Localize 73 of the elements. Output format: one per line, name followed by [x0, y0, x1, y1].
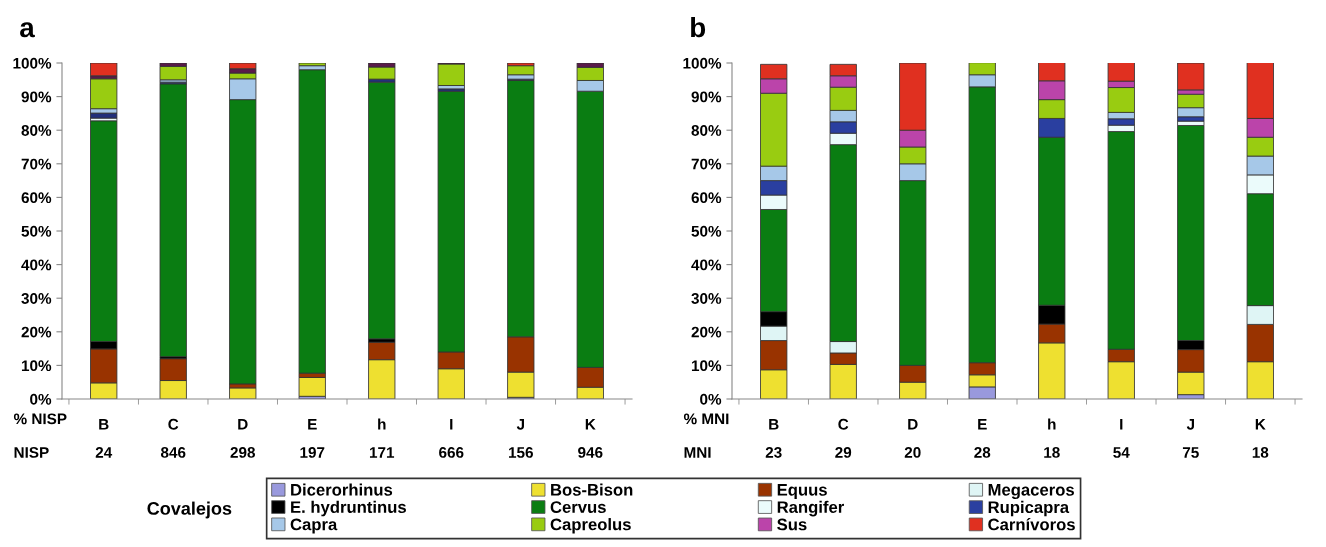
legend-label: Dicerorhinus: [291, 483, 393, 496]
text: 75: [1182, 447, 1199, 458]
legend-label: Capreolus: [550, 518, 631, 534]
text: 18: [1252, 447, 1269, 458]
y-tick-label: 30%: [21, 293, 52, 304]
y-tick-label: 70%: [691, 158, 722, 170]
y-tick-label: 20%: [21, 326, 52, 338]
y-tick-label: 80%: [691, 125, 722, 136]
text: 54: [1113, 447, 1130, 458]
text: 29: [835, 447, 852, 458]
text: 197: [300, 447, 325, 458]
text: 156: [509, 447, 533, 458]
text: 846: [160, 447, 186, 458]
legend-label: Megaceros: [988, 484, 1074, 500]
x-tick-label: K: [1255, 419, 1266, 430]
x-tick-label: E: [308, 419, 317, 430]
y-tick-label: 40%: [691, 259, 722, 271]
legend-label: Carnívoros: [988, 517, 1075, 531]
x-tick-label: C: [168, 418, 179, 430]
y-tick-label: 30%: [691, 293, 722, 304]
text: MNI: [684, 447, 711, 458]
text: 20: [904, 447, 921, 458]
y-tick-label: 100%: [683, 57, 722, 69]
x-tick-label: h: [378, 418, 386, 430]
legend-label: Cervus: [550, 501, 606, 514]
y-tick-label: 70%: [21, 158, 52, 170]
x-tick-label: h: [1048, 418, 1056, 430]
y-tick-label: 60%: [691, 192, 722, 204]
y-tick-label: 0%: [30, 393, 52, 405]
text: 298: [230, 447, 256, 458]
y-tick-label: 60%: [21, 192, 52, 204]
legend-label: Sus: [777, 518, 807, 531]
legend-label: Capra: [290, 518, 338, 534]
legend-label: Bos-Bison: [551, 483, 633, 496]
y-tick-label: 20%: [691, 326, 722, 338]
x-tick-label: I: [450, 419, 453, 430]
x-tick-label: B: [769, 419, 779, 430]
chart-title: a: [20, 22, 35, 38]
legend-label: Rangifer: [777, 500, 844, 517]
y-tick-label: 0%: [700, 393, 722, 405]
chart-title: b: [691, 16, 706, 38]
x-tick-label: J: [516, 419, 524, 430]
x-tick-label: C: [838, 418, 849, 430]
x-tick-label: E: [978, 419, 987, 430]
legend-label: E. hydruntinus: [291, 500, 406, 517]
x-axis-title: % MNI: [683, 413, 729, 425]
x-tick-label: D: [908, 419, 918, 430]
y-tick-label: 50%: [691, 225, 722, 237]
legend-label: Equus: [777, 484, 827, 500]
y-tick-label: 90%: [21, 91, 52, 103]
x-tick-label: I: [1120, 419, 1123, 430]
text: 666: [439, 447, 464, 458]
text: 23: [765, 447, 782, 458]
text: NISP: [14, 447, 49, 458]
y-tick-label: 50%: [21, 225, 52, 237]
text: 28: [974, 447, 991, 458]
x-tick-label: B: [99, 419, 109, 430]
y-tick-label: 10%: [691, 360, 722, 372]
y-tick-label: 80%: [21, 125, 52, 136]
y-tick-label: 10%: [21, 360, 52, 372]
text: 24: [95, 447, 113, 458]
text: 18: [1044, 447, 1060, 458]
x-axis-title: % NISP: [13, 413, 67, 425]
text: 171: [369, 447, 395, 458]
legend-label: Rupicapra: [988, 500, 1070, 517]
legend-title: Covalejos: [147, 501, 232, 519]
y-tick-label: 40%: [21, 259, 52, 271]
x-tick-label: K: [585, 419, 596, 430]
text: 946: [578, 447, 603, 458]
x-tick-label: D: [238, 419, 248, 430]
y-tick-label: 100%: [13, 57, 52, 69]
x-tick-label: J: [1186, 419, 1194, 430]
y-tick-label: 90%: [691, 91, 722, 103]
